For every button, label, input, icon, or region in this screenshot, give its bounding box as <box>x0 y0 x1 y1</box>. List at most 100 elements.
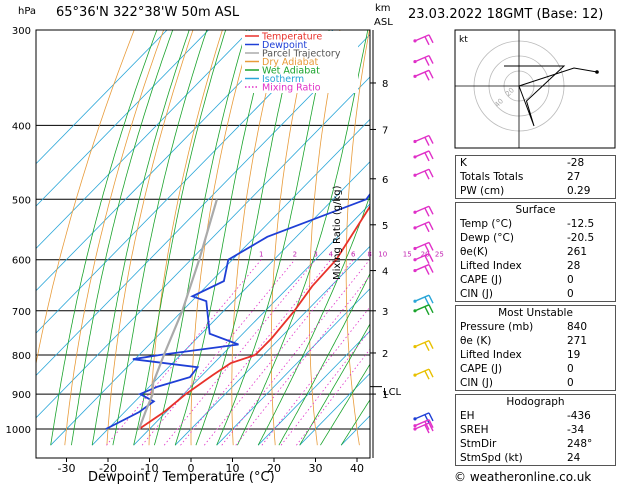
km-tick-label: 5 <box>382 221 388 232</box>
stat-row-basic: K -28 <box>456 156 615 170</box>
mixing-ratio-tick-label: 15 <box>403 251 412 259</box>
stat-value: 24 <box>567 452 581 464</box>
stat-label: Lifted Index <box>460 260 522 272</box>
stat-label: Dewp (°C) <box>460 232 514 244</box>
wind-barb <box>413 34 434 46</box>
footer-credit: © weatheronline.co.uk <box>454 470 592 484</box>
wind-barb <box>413 241 434 253</box>
dry-adiabat <box>345 30 370 446</box>
most-unstable-section: Most Unstable Pressure (mb) 840 θe (K) 271 L… <box>455 305 616 391</box>
stat-value: -34 <box>567 424 585 436</box>
stat-label: SREH <box>460 424 489 436</box>
surface-title: Surface <box>515 204 556 216</box>
lcl-label: LCL <box>383 387 402 398</box>
stat-label: Temp (°C) <box>460 218 513 230</box>
dry-adiabat <box>190 30 253 446</box>
stat-row-surface: Dewp (°C) -20.5 <box>456 231 615 245</box>
mixing-ratio-tick-label: 3 <box>313 251 317 259</box>
wet-adiabat <box>257 194 370 446</box>
basic-indices: K -28 Totals Totals 27 PW (cm) 0.29 <box>455 155 616 199</box>
wet-adiabat <box>50 30 158 446</box>
isotherm <box>36 30 251 249</box>
wind-barb <box>413 368 434 380</box>
wind-barb <box>413 54 434 66</box>
dry-adiabat <box>148 30 223 446</box>
stat-label: Pressure (mb) <box>460 321 534 333</box>
hodograph-ring-label: 40 <box>493 97 505 109</box>
pressure-tick-label: 900 <box>12 390 31 401</box>
stat-label: Totals Totals <box>460 171 524 183</box>
stat-label: EH <box>460 410 475 422</box>
wind-barb <box>413 419 434 430</box>
stat-label: StmDir <box>460 438 497 450</box>
wind-barb <box>413 263 434 275</box>
stat-value: 0 <box>567 274 574 286</box>
stat-label: CIN (J) <box>460 377 493 389</box>
km-label-bottom: ASL <box>374 17 393 28</box>
pressure-tick-label: 1000 <box>6 425 31 436</box>
wind-barbs <box>413 34 434 434</box>
wet-adiabat <box>71 30 174 446</box>
series-lines <box>105 192 370 430</box>
legend-box <box>242 31 358 93</box>
wind-barb <box>413 168 434 180</box>
stat-row-mu: Pressure (mb) 840 <box>456 320 615 334</box>
km-label-top: km <box>375 3 391 14</box>
surface-section: Surface Temp (°C) -12.5 Dewp (°C) -20.5 θe(K… <box>455 202 616 302</box>
wind-barb <box>413 340 434 351</box>
stat-row-hodo: SREH -34 <box>456 423 615 437</box>
isotherm <box>257 330 370 446</box>
mixing-ratio-tick-label: 10 <box>378 251 387 259</box>
series-temperature <box>138 204 370 430</box>
legend-entry: Isotherm <box>262 74 304 85</box>
temp-tick-label: -10 <box>141 462 159 475</box>
wind-barb <box>413 422 434 434</box>
stat-value: 271 <box>567 335 588 347</box>
stat-label: CIN (J) <box>460 288 493 300</box>
wet-adiabat <box>154 30 247 446</box>
wind-barb <box>413 253 434 265</box>
km-tick-label: 1 <box>382 390 388 401</box>
km-tick-label: 7 <box>382 125 388 136</box>
mixing-ratio-axis-label: Mixing Ratio (g/kg) <box>332 185 343 280</box>
stat-value: 0 <box>567 363 574 375</box>
stat-row-hodo: StmSpd (kt) 24 <box>456 451 615 465</box>
legend-entry: Dewpoint <box>262 40 307 51</box>
stat-value: 0 <box>567 377 574 389</box>
x-axis-title: Dewpoint / Temperature (°C) <box>88 470 275 485</box>
isotherm <box>36 34 370 377</box>
km-tick-label: 4 <box>382 267 388 278</box>
stat-value: 261 <box>567 246 588 258</box>
isotherm <box>216 288 370 446</box>
legend-entry: Mixing Ratio <box>262 83 321 94</box>
stats-panel: K -28 Totals Totals 27 PW (cm) 0.29 Surface T… <box>455 155 616 469</box>
wet-adiabat <box>237 30 369 446</box>
wet-adiabat <box>112 30 208 446</box>
dry-adiabat <box>270 30 312 446</box>
plot-frame <box>35 29 371 459</box>
wind-barb <box>413 205 434 217</box>
wet-adiabat <box>320 363 370 446</box>
isotherm <box>133 203 370 446</box>
datetime-header: 23.03.2022 18GMT (Base: 12) <box>408 7 604 22</box>
wet-adiabat <box>195 30 298 446</box>
pressure-tick-label: 700 <box>12 307 31 318</box>
stat-value: 19 <box>567 349 581 361</box>
pressure-unit-label: hPa <box>18 6 37 17</box>
legend-entry: Wet Adiabat <box>262 66 320 77</box>
stat-label: Lifted Index <box>460 349 522 361</box>
stat-value: 0 <box>567 288 574 300</box>
pressure-tick-label: 500 <box>12 195 31 206</box>
wind-barb <box>413 150 434 162</box>
stat-label: StmSpd (kt) <box>460 452 523 464</box>
stat-row-surface: θe(K) 261 <box>456 245 615 259</box>
mixing-ratio-line <box>106 259 262 446</box>
temp-tick-label: 0 <box>188 462 195 475</box>
stat-label: PW (cm) <box>460 185 505 197</box>
background-lines <box>36 30 370 446</box>
hodograph-title: Hodograph <box>506 396 565 408</box>
wet-adiabat <box>133 30 227 446</box>
stat-label: CAPE (J) <box>460 363 503 375</box>
